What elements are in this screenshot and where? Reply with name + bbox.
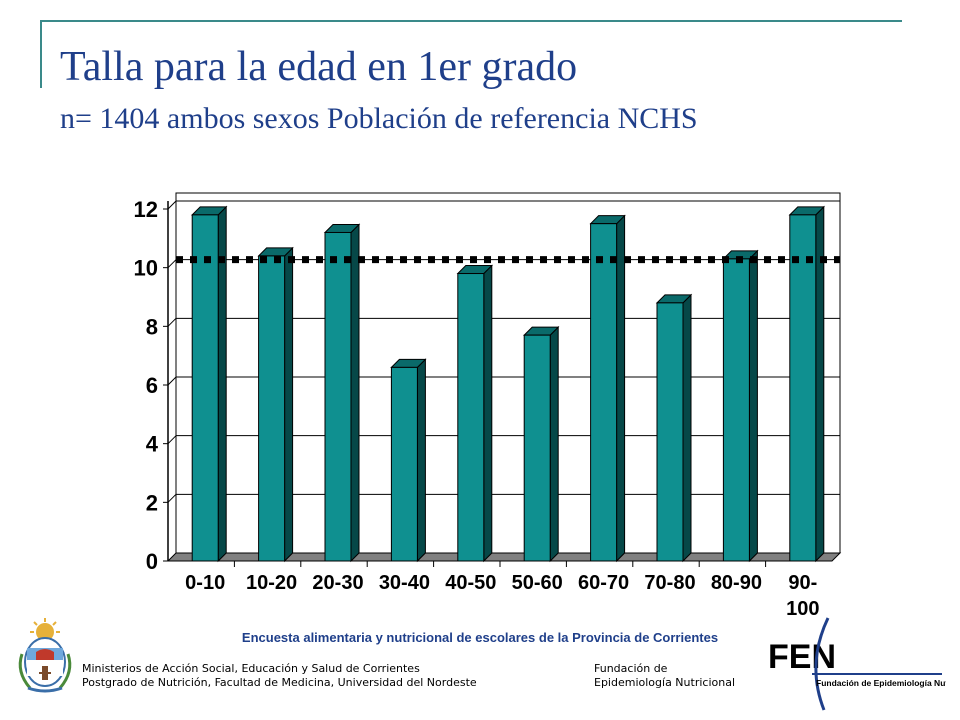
bar-side	[549, 325, 559, 563]
bar	[258, 255, 286, 562]
gridline-side	[167, 317, 177, 327]
y-tick-label: 0	[146, 549, 158, 574]
bar-side	[616, 214, 626, 563]
bar-side	[748, 249, 758, 563]
y-tick-label: 12	[134, 197, 158, 222]
bar	[191, 214, 219, 562]
bar	[590, 223, 618, 562]
x-tick-label: 50-60	[512, 572, 563, 594]
bar-side	[284, 246, 294, 563]
x-tick-label: 80-90	[711, 572, 762, 594]
ministry-line-2: Postgrado de Nutrición, Facultad de Medi…	[82, 676, 477, 689]
x-tick-label: 100	[786, 598, 819, 620]
foundation-line-1: Fundación de	[594, 662, 668, 675]
fen-logo-mark: FEN	[768, 638, 836, 676]
x-tick-label: 30-40	[379, 572, 430, 594]
bar-side	[350, 223, 360, 563]
bar	[324, 231, 352, 562]
x-tick-label: 60-70	[578, 572, 629, 594]
gridline-side	[167, 376, 177, 386]
gridline-side	[167, 259, 177, 269]
title-rule	[40, 20, 902, 22]
province-crest-icon	[18, 618, 72, 693]
ministry-credits: Ministerios de Acción Social, Educación …	[82, 662, 477, 690]
foundation-credits: Fundación de Epidemiología Nutricional	[594, 662, 735, 690]
x-tick-label: 40-50	[445, 572, 496, 594]
title-side-rule	[40, 20, 42, 88]
x-tick-label: 10-20	[246, 572, 297, 594]
x-tick-label: 90-	[788, 572, 817, 594]
gridline-side	[167, 493, 177, 503]
bar-chart: 0 2 4 6 8 10 12 0-10 10-20 20-30 30-40 40-50 50-60 60…	[134, 192, 842, 620]
slide-title: Talla para la edad en 1er grado	[60, 44, 578, 90]
bar	[789, 214, 817, 562]
bar	[722, 258, 750, 562]
bar-side	[682, 293, 692, 563]
bar	[390, 366, 418, 562]
y-tick-label: 8	[146, 314, 158, 339]
bar	[523, 334, 551, 562]
ministry-line-1: Ministerios de Acción Social, Educación …	[82, 662, 420, 675]
gridline-side	[167, 435, 177, 445]
y-tick-label: 10	[134, 256, 158, 281]
y-tick-label: 6	[146, 373, 158, 398]
x-tick-label: 20-30	[312, 572, 363, 594]
slide-subtitle: n= 1404 ambos sexos Población de referen…	[60, 102, 698, 135]
x-tick-label: 70-80	[644, 572, 695, 594]
fen-logo: FEN Fundación de Epidemiología Nutricion…	[768, 617, 946, 711]
y-tick-label: 4	[146, 432, 159, 457]
fen-logo-name: Fundación de Epidemiología Nutricional	[816, 678, 946, 688]
bar	[656, 302, 684, 562]
survey-caption: Encuesta alimentaria y nutricional de es…	[241, 630, 719, 645]
x-tick-label: 0-10	[185, 572, 225, 594]
bar-side	[483, 264, 493, 563]
bar-side	[416, 358, 426, 563]
foundation-line-2: Epidemiología Nutricional	[594, 676, 735, 689]
gridline-side	[167, 200, 177, 210]
y-tick-label: 2	[146, 490, 158, 515]
bar	[457, 273, 485, 562]
